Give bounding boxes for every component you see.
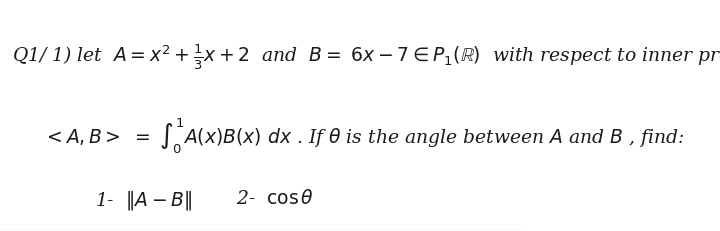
Text: 1-  $\|A - B\|$: 1- $\|A - B\|$	[95, 188, 192, 211]
Text: $< A, B >\ =\ \int_0^1 A(x)B(x)\ dx$ . If $\theta$ is the angle between $A$ and : $< A, B >\ =\ \int_0^1 A(x)B(x)\ dx$ . I…	[43, 116, 685, 155]
Text: 2-  $\cos\theta$: 2- $\cos\theta$	[236, 188, 314, 207]
Text: Q1/ 1) let  $A = x^2 + \frac{1}{3}x + 2$  and  $B = \ 6x - 7 \in P_1(\mathbb{R}): Q1/ 1) let $A = x^2 + \frac{1}{3}x + 2$ …	[12, 43, 720, 72]
